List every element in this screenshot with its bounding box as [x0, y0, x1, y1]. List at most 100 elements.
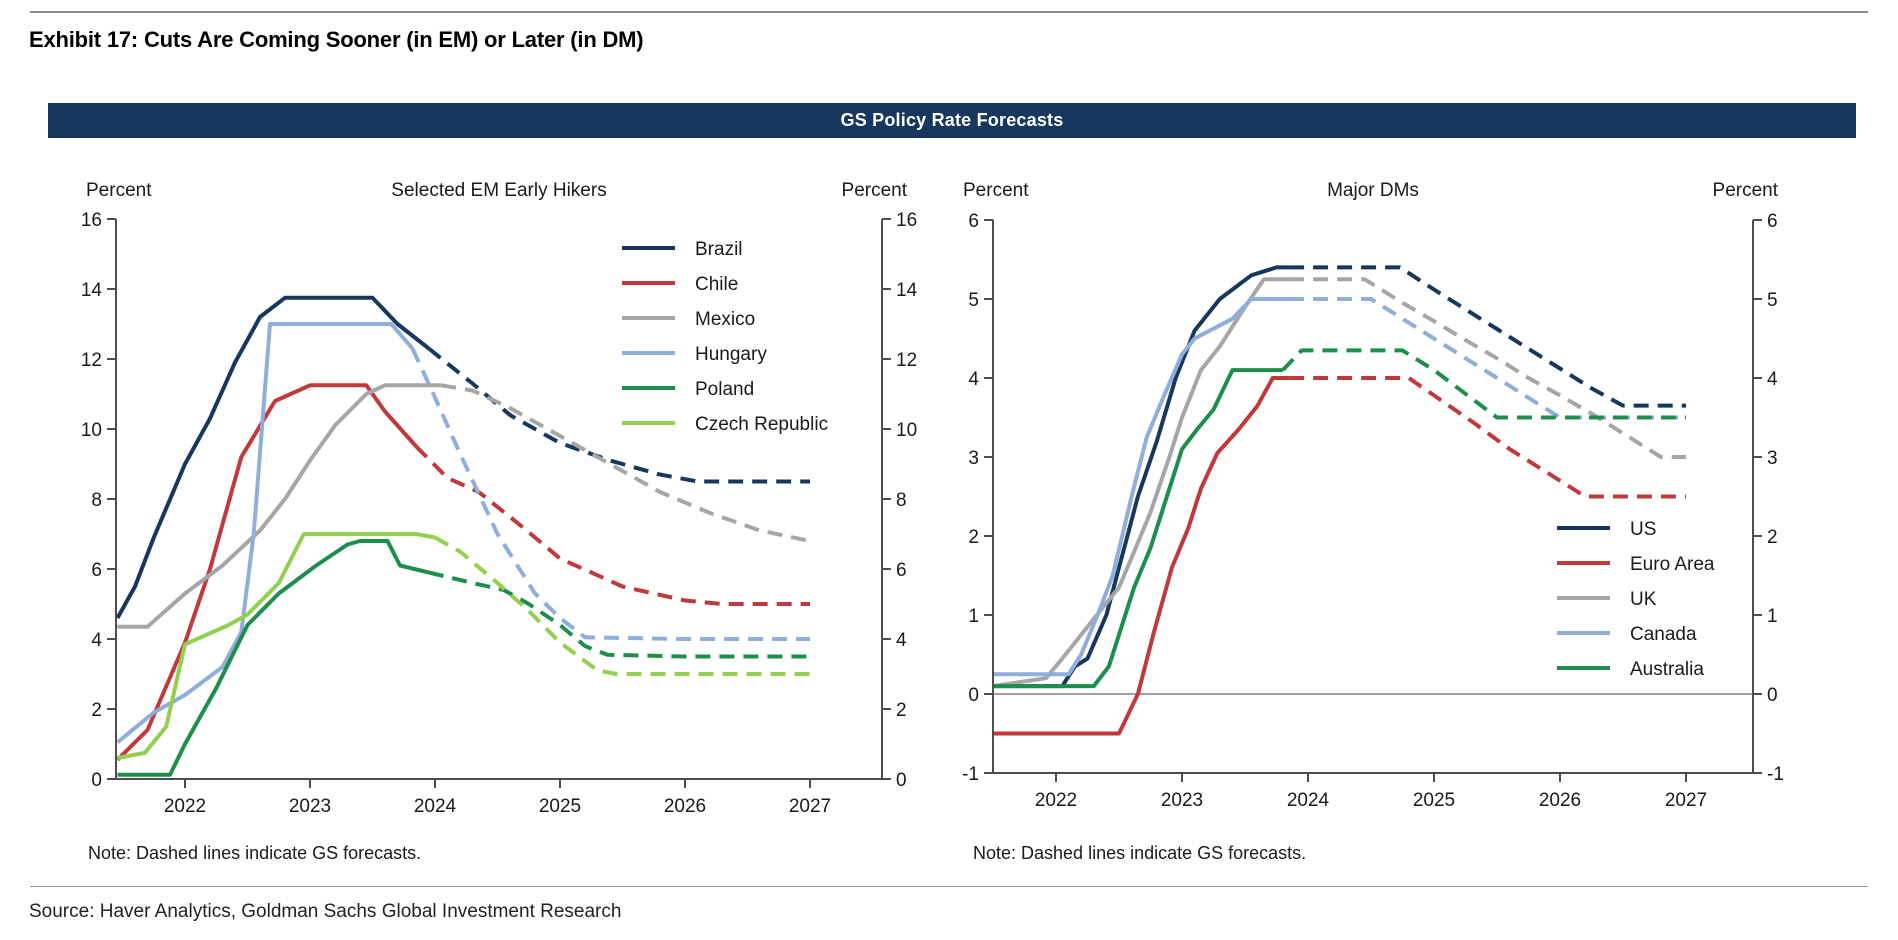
legend-label-hungary: Hungary — [695, 344, 767, 365]
series-line-uk — [992, 277, 1290, 689]
legend-label-mexico: Mexico — [695, 309, 755, 330]
x-tick-label: 2023 — [289, 796, 331, 817]
x-tick-label: 2024 — [1287, 790, 1330, 811]
legend-item-mexico: Mexico — [622, 309, 755, 330]
legend-item-chile: Chile — [622, 274, 738, 295]
major-dms-plot: -1 -1 0 0 1 1 2 2 3 3 4 4 5 5 6 6 2022 2023 2024 2025 2026 20… — [962, 211, 1784, 811]
legend-label-canada: Canada — [1630, 624, 1697, 645]
legend-item-australia: Australia — [1557, 659, 1704, 680]
x-tick-label: 2026 — [664, 796, 706, 817]
em-early-hikers-plot: 0 0 2 2 4 4 6 6 8 8 10 10 12 12 14 14 16 16 2022 2023 2024 20… — [81, 210, 918, 817]
legend-item-uk: UK — [1557, 589, 1657, 610]
y-tick-label-left: 14 — [81, 280, 103, 301]
legend-item-us: US — [1557, 519, 1656, 540]
y-tick-label-left: 6 — [91, 560, 102, 581]
dm-chart-note: Note: Dashed lines indicate GS forecasts… — [973, 843, 1307, 863]
y-tick-label-left: 5 — [968, 290, 979, 311]
series-forecast-canada — [1289, 297, 1686, 420]
legend-label-euro-area: Euro Area — [1630, 554, 1715, 575]
y-tick-label-right: 6 — [1767, 211, 1778, 232]
x-tick-label: 2025 — [539, 796, 581, 817]
series-forecast-brazil — [427, 346, 810, 484]
y-tick-label-left: 12 — [81, 350, 102, 371]
y-tick-label-left: 2 — [968, 527, 979, 548]
x-tick-label: 2024 — [414, 796, 457, 817]
em-chart-note: Note: Dashed lines indicate GS forecasts… — [88, 843, 422, 863]
y-tick-label-left: 0 — [91, 770, 102, 791]
series-line-brazil — [115, 295, 431, 619]
y-tick-label-right: 4 — [1767, 369, 1778, 390]
y-tick-label-left: 10 — [81, 420, 102, 441]
y-tick-label-right: -1 — [1767, 764, 1784, 785]
legend-label-brazil: Brazil — [695, 239, 743, 260]
y-tick-label-left: 0 — [968, 685, 979, 706]
series-forecast-hungary — [410, 347, 810, 641]
legend-label-uk: UK — [1630, 589, 1657, 610]
series-forecast-poland — [428, 570, 810, 659]
y-tick-label-right: 0 — [896, 770, 907, 791]
x-tick-label: 2023 — [1161, 790, 1203, 811]
em-chart-title: Selected EM Early Hikers — [391, 180, 607, 201]
top-rule — [30, 11, 1868, 13]
legend-label-poland: Poland — [695, 379, 754, 400]
legend-item-canada: Canada — [1557, 624, 1697, 645]
y-tick-label-right: 16 — [896, 210, 917, 231]
dm-chart-unit-left: Percent — [963, 180, 1029, 201]
dm-chart-title: Major DMs — [1327, 180, 1419, 201]
legend-item-poland: Poland — [622, 379, 754, 400]
x-tick-label: 2022 — [164, 796, 206, 817]
y-tick-label-right: 10 — [896, 420, 917, 441]
y-tick-label-right: 6 — [896, 560, 907, 581]
legend-label-australia: Australia — [1630, 659, 1704, 680]
series-forecast-chile — [414, 445, 810, 606]
y-tick-label-right: 14 — [896, 280, 918, 301]
em-chart-unit-right: Percent — [841, 180, 907, 201]
y-tick-label-left: 8 — [91, 490, 102, 511]
y-tick-label-left: 6 — [968, 211, 979, 232]
y-tick-label-left: 2 — [91, 700, 102, 721]
y-tick-label-right: 8 — [896, 490, 907, 511]
y-tick-label-right: 12 — [896, 350, 917, 371]
series-line-poland — [117, 539, 430, 777]
series-forecast-czech-republic — [434, 535, 810, 676]
x-tick-label: 2026 — [1539, 790, 1581, 811]
y-tick-label-left: 3 — [968, 448, 979, 469]
chart-banner: GS Policy Rate Forecasts — [48, 103, 1856, 138]
x-tick-label: 2027 — [789, 796, 831, 817]
y-tick-label-left: 16 — [81, 210, 102, 231]
y-tick-label-left: 1 — [968, 606, 979, 627]
series-line-us — [993, 265, 1290, 689]
series-forecast-euro-area — [1289, 376, 1686, 499]
y-tick-label-right: 2 — [1767, 527, 1778, 548]
series-forecast-australia — [1281, 348, 1686, 420]
legend-item-czech-republic: Czech Republic — [622, 414, 828, 435]
series-line-australia — [993, 368, 1283, 689]
y-tick-label-left: -1 — [962, 764, 979, 785]
y-tick-label-right: 1 — [1767, 606, 1778, 627]
series-forecast-uk — [1289, 277, 1686, 459]
legend-label-chile: Chile — [695, 274, 738, 295]
y-tick-label-right: 2 — [896, 700, 907, 721]
series-line-canada — [993, 297, 1290, 677]
x-tick-label: 2022 — [1035, 790, 1077, 811]
source-line: Source: Haver Analytics, Goldman Sachs G… — [29, 901, 622, 922]
series-line-mexico — [117, 383, 442, 629]
series-line-hungary — [116, 322, 415, 744]
banner-title: GS Policy Rate Forecasts — [840, 110, 1064, 130]
series-line-chile — [116, 383, 418, 762]
y-tick-label-right: 5 — [1767, 290, 1778, 311]
bottom-divider — [30, 886, 1868, 887]
legend-item-euro-area: Euro Area — [1557, 554, 1715, 575]
y-tick-label-right: 4 — [896, 630, 907, 651]
exhibit-title: Exhibit 17: Cuts Are Coming Sooner (in E… — [29, 27, 644, 52]
series-line-euro-area — [993, 376, 1290, 736]
series-line-czech-republic — [117, 532, 436, 760]
legend-label-czech-republic: Czech Republic — [695, 414, 828, 435]
y-tick-label-left: 4 — [968, 369, 979, 390]
series-forecast-us — [1289, 265, 1686, 408]
legend-item-brazil: Brazil — [622, 239, 743, 260]
x-tick-label: 2027 — [1665, 790, 1707, 811]
legend-item-hungary: Hungary — [622, 344, 767, 365]
